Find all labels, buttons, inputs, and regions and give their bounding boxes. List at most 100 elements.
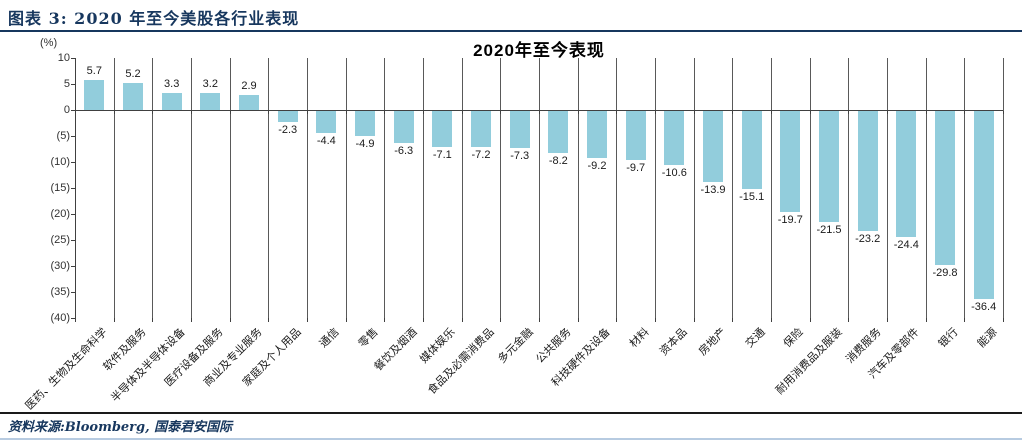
y-axis-tick xyxy=(71,136,75,137)
y-tick-label: (15) xyxy=(50,181,70,194)
category-gridline xyxy=(500,58,502,318)
bar xyxy=(355,110,375,136)
bar-value-label: -15.1 xyxy=(739,190,765,203)
y-axis-tick xyxy=(71,292,75,293)
category-gridline xyxy=(848,58,850,318)
bar-value-label: 5.7 xyxy=(86,65,102,78)
category-label: 多元金融 xyxy=(495,326,536,366)
bar xyxy=(857,110,878,231)
y-tick-label: (20) xyxy=(50,207,70,220)
bar xyxy=(587,110,607,158)
category-gridline xyxy=(655,58,656,318)
bar-value-label: 3.3 xyxy=(164,77,180,90)
x-axis-zero-line xyxy=(75,110,1003,111)
bar-value-label: -9.2 xyxy=(587,159,607,172)
category-bottom-tick xyxy=(229,318,231,322)
bar xyxy=(703,110,723,183)
x-axis-tick xyxy=(848,111,850,114)
category-gridline xyxy=(964,58,966,318)
category-bottom-tick xyxy=(307,318,308,322)
y-axis-tick xyxy=(71,162,75,163)
bar-value-label: -4.4 xyxy=(316,134,336,147)
category-bottom-tick xyxy=(964,318,966,322)
category-bottom-tick xyxy=(887,318,888,322)
category-gridline xyxy=(616,58,618,318)
bar-value-label: -19.7 xyxy=(777,214,803,227)
figure-source: 资料来源:Bloomberg, 国泰君安国际 xyxy=(8,416,232,435)
y-axis-tick xyxy=(71,188,75,189)
category-gridline xyxy=(423,58,424,318)
figure-header: 图表 3: 2020 年至今美股各行业表现 xyxy=(8,5,299,29)
bar-value-label: -36.4 xyxy=(971,301,997,314)
category-gridline xyxy=(732,58,734,318)
category-label: 医药、生物及生命科学 xyxy=(23,326,110,413)
category-bottom-tick xyxy=(539,318,540,322)
bar xyxy=(935,110,955,265)
x-axis-tick xyxy=(500,111,502,114)
bar xyxy=(471,110,491,148)
bar-value-label: -13.9 xyxy=(700,184,726,197)
x-axis-tick xyxy=(461,111,463,114)
category-bottom-tick xyxy=(268,318,270,322)
bar-value-label: 3.2 xyxy=(202,78,218,91)
x-axis-tick xyxy=(577,111,579,114)
category-bottom-tick xyxy=(345,318,347,322)
category-label: 房地产 xyxy=(696,326,729,358)
y-tick-label: 5 xyxy=(63,77,70,90)
y-tick-label: (5) xyxy=(56,129,70,142)
category-gridline xyxy=(191,58,192,318)
category-bottom-tick xyxy=(500,318,502,322)
bar xyxy=(664,110,685,166)
x-axis-tick xyxy=(809,111,811,114)
category-bottom-tick xyxy=(925,318,927,322)
bar xyxy=(316,110,337,133)
category-bottom-tick xyxy=(732,318,734,322)
x-axis-tick xyxy=(964,111,966,114)
x-axis-tick xyxy=(307,111,308,114)
category-bottom-tick xyxy=(771,318,772,322)
x-axis-tick xyxy=(191,111,192,114)
category-gridline xyxy=(345,58,347,318)
bar xyxy=(896,110,917,237)
bar xyxy=(741,110,762,189)
y-tick-label: (10) xyxy=(50,155,70,168)
category-gridline xyxy=(113,58,115,318)
x-axis-tick xyxy=(1003,111,1004,114)
category-gridline xyxy=(539,58,540,318)
category-label: 银行 xyxy=(936,326,961,351)
bar-value-label: -7.3 xyxy=(510,150,530,162)
category-label: 通信 xyxy=(317,326,342,351)
bottom-border xyxy=(0,438,1022,440)
bar-value-label: -24.4 xyxy=(893,238,919,251)
category-bottom-tick xyxy=(809,318,811,322)
bar xyxy=(780,110,801,213)
bar-value-label: -7.1 xyxy=(432,148,452,161)
chart-title: 2020年至今表现 xyxy=(473,41,605,60)
category-label: 零售 xyxy=(356,326,381,351)
category-bottom-tick xyxy=(693,318,695,322)
y-tick-label: 10 xyxy=(57,51,70,64)
x-axis-tick xyxy=(345,111,347,114)
y-axis-line xyxy=(75,58,76,318)
y-axis-tick xyxy=(71,84,75,85)
category-label: 交通 xyxy=(743,326,768,351)
bar xyxy=(819,110,839,222)
x-axis-tick xyxy=(229,111,231,114)
bar-value-label: 2.9 xyxy=(241,79,257,92)
category-gridline xyxy=(693,58,695,318)
category-bottom-tick xyxy=(848,318,850,322)
category-label: 能源 xyxy=(975,326,1000,351)
bar-value-label: -6.3 xyxy=(394,144,414,157)
category-bottom-tick xyxy=(423,318,424,322)
y-tick-label: (30) xyxy=(50,259,70,272)
x-axis-tick xyxy=(539,111,540,114)
y-tick-label: 0 xyxy=(63,103,70,116)
category-gridline xyxy=(268,58,270,318)
category-bottom-tick xyxy=(75,318,76,322)
y-axis-tick xyxy=(71,58,75,59)
bar-value-label: -9.7 xyxy=(626,162,646,175)
bar xyxy=(277,110,298,122)
category-bottom-tick xyxy=(655,318,656,322)
